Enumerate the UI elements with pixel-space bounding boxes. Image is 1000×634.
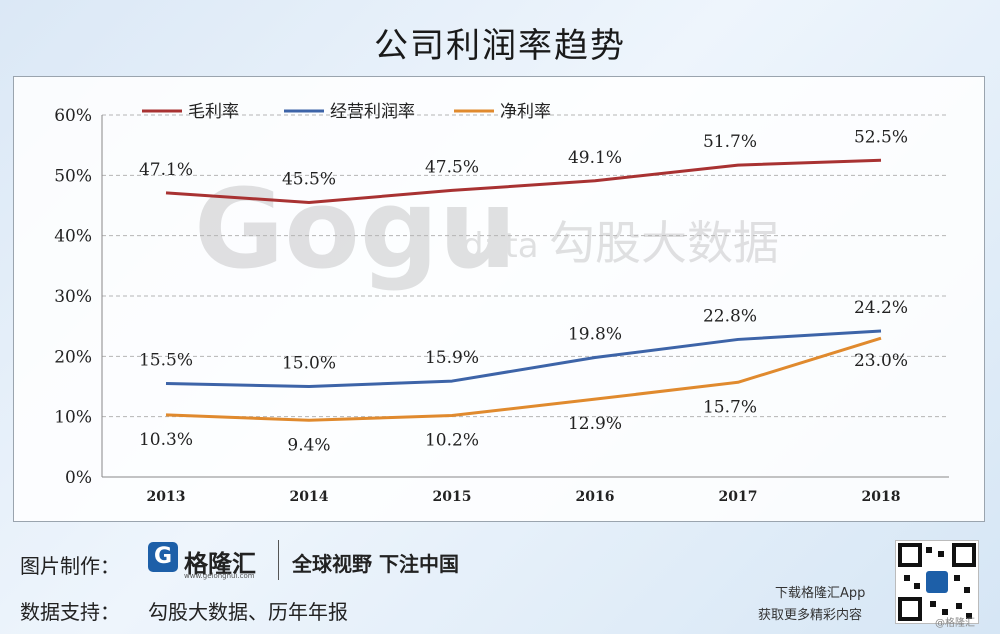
brand-logo-icon: G xyxy=(148,542,178,572)
page-title: 公司利润率趋势 xyxy=(374,26,626,66)
watermark-logo: Gogu xyxy=(194,165,517,293)
legend-label: 经营利润率 xyxy=(330,102,415,122)
data-label: 24.2% xyxy=(854,298,908,318)
brand-url: www.gelonghui.com xyxy=(184,572,255,580)
chart-frame: Gogu data 勾股大数据 0% 10% 20% 30% 40% 50% 60% 2013… xyxy=(13,76,985,522)
series-line xyxy=(165,336,882,422)
data-label: 23.0% xyxy=(854,351,908,371)
slogan: 全球视野 下注中国 xyxy=(292,552,459,576)
data-label: 19.8% xyxy=(568,325,622,345)
watermark: Gogu data 勾股大数据 xyxy=(194,165,779,293)
y-tick-label: 40% xyxy=(54,227,92,247)
x-tick-label: 2017 xyxy=(719,489,758,505)
data-label: 15.7% xyxy=(703,397,757,417)
watermark-data: data xyxy=(462,226,539,266)
data-label: 15.9% xyxy=(425,348,479,368)
data-label: 15.5% xyxy=(139,350,193,370)
y-tick-label: 50% xyxy=(54,166,92,186)
footer-divider xyxy=(278,540,279,580)
line-chart: Gogu data 勾股大数据 0% 10% 20% 30% 40% 50% 60% 2013… xyxy=(54,102,949,505)
brand-name: 格隆汇 xyxy=(184,550,256,578)
y-tick-label: 30% xyxy=(54,287,92,307)
series-line xyxy=(165,329,882,388)
y-tick-label: 20% xyxy=(54,347,92,367)
qr-code-icon[interactable] xyxy=(895,540,979,624)
corner-tag: @格隆汇 xyxy=(935,618,975,629)
x-tick-label: 2013 xyxy=(147,489,186,505)
series-line xyxy=(165,158,882,204)
data-label: 45.5% xyxy=(282,169,336,189)
legend-label: 净利率 xyxy=(500,102,551,122)
data-label: 10.2% xyxy=(425,430,479,450)
data-label: 9.4% xyxy=(287,435,330,455)
data-source: 勾股大数据、历年年报 xyxy=(148,600,348,624)
legend-label: 毛利率 xyxy=(188,102,239,122)
data-label: 52.5% xyxy=(854,127,908,147)
data-label: 10.3% xyxy=(139,430,193,450)
watermark-cn: 勾股大数据 xyxy=(549,216,779,270)
more-text: 获取更多精彩内容 xyxy=(758,608,863,623)
data-label: 15.0% xyxy=(282,354,336,374)
made-by-label: 图片制作： xyxy=(20,554,120,578)
data-label: 47.5% xyxy=(425,157,479,177)
x-tick-label: 2014 xyxy=(290,489,329,505)
x-tick-label: 2015 xyxy=(433,489,472,505)
footer: 图片制作： G 格隆汇 www.gelonghui.com 全球视野 下注中国 … xyxy=(0,520,1000,634)
x-tick-label: 2016 xyxy=(576,489,615,505)
data-label: 49.1% xyxy=(568,148,622,168)
download-text: 下载格隆汇App xyxy=(775,586,866,601)
data-label: 12.9% xyxy=(568,414,622,434)
y-tick-label: 10% xyxy=(54,408,92,428)
data-label: 22.8% xyxy=(703,306,757,326)
y-tick-label: 0% xyxy=(65,468,92,488)
data-source-label: 数据支持： xyxy=(20,600,120,624)
data-label: 47.1% xyxy=(139,160,193,180)
data-label: 51.7% xyxy=(703,132,757,152)
x-tick-label: 2018 xyxy=(862,489,901,505)
y-tick-label: 60% xyxy=(54,106,92,126)
